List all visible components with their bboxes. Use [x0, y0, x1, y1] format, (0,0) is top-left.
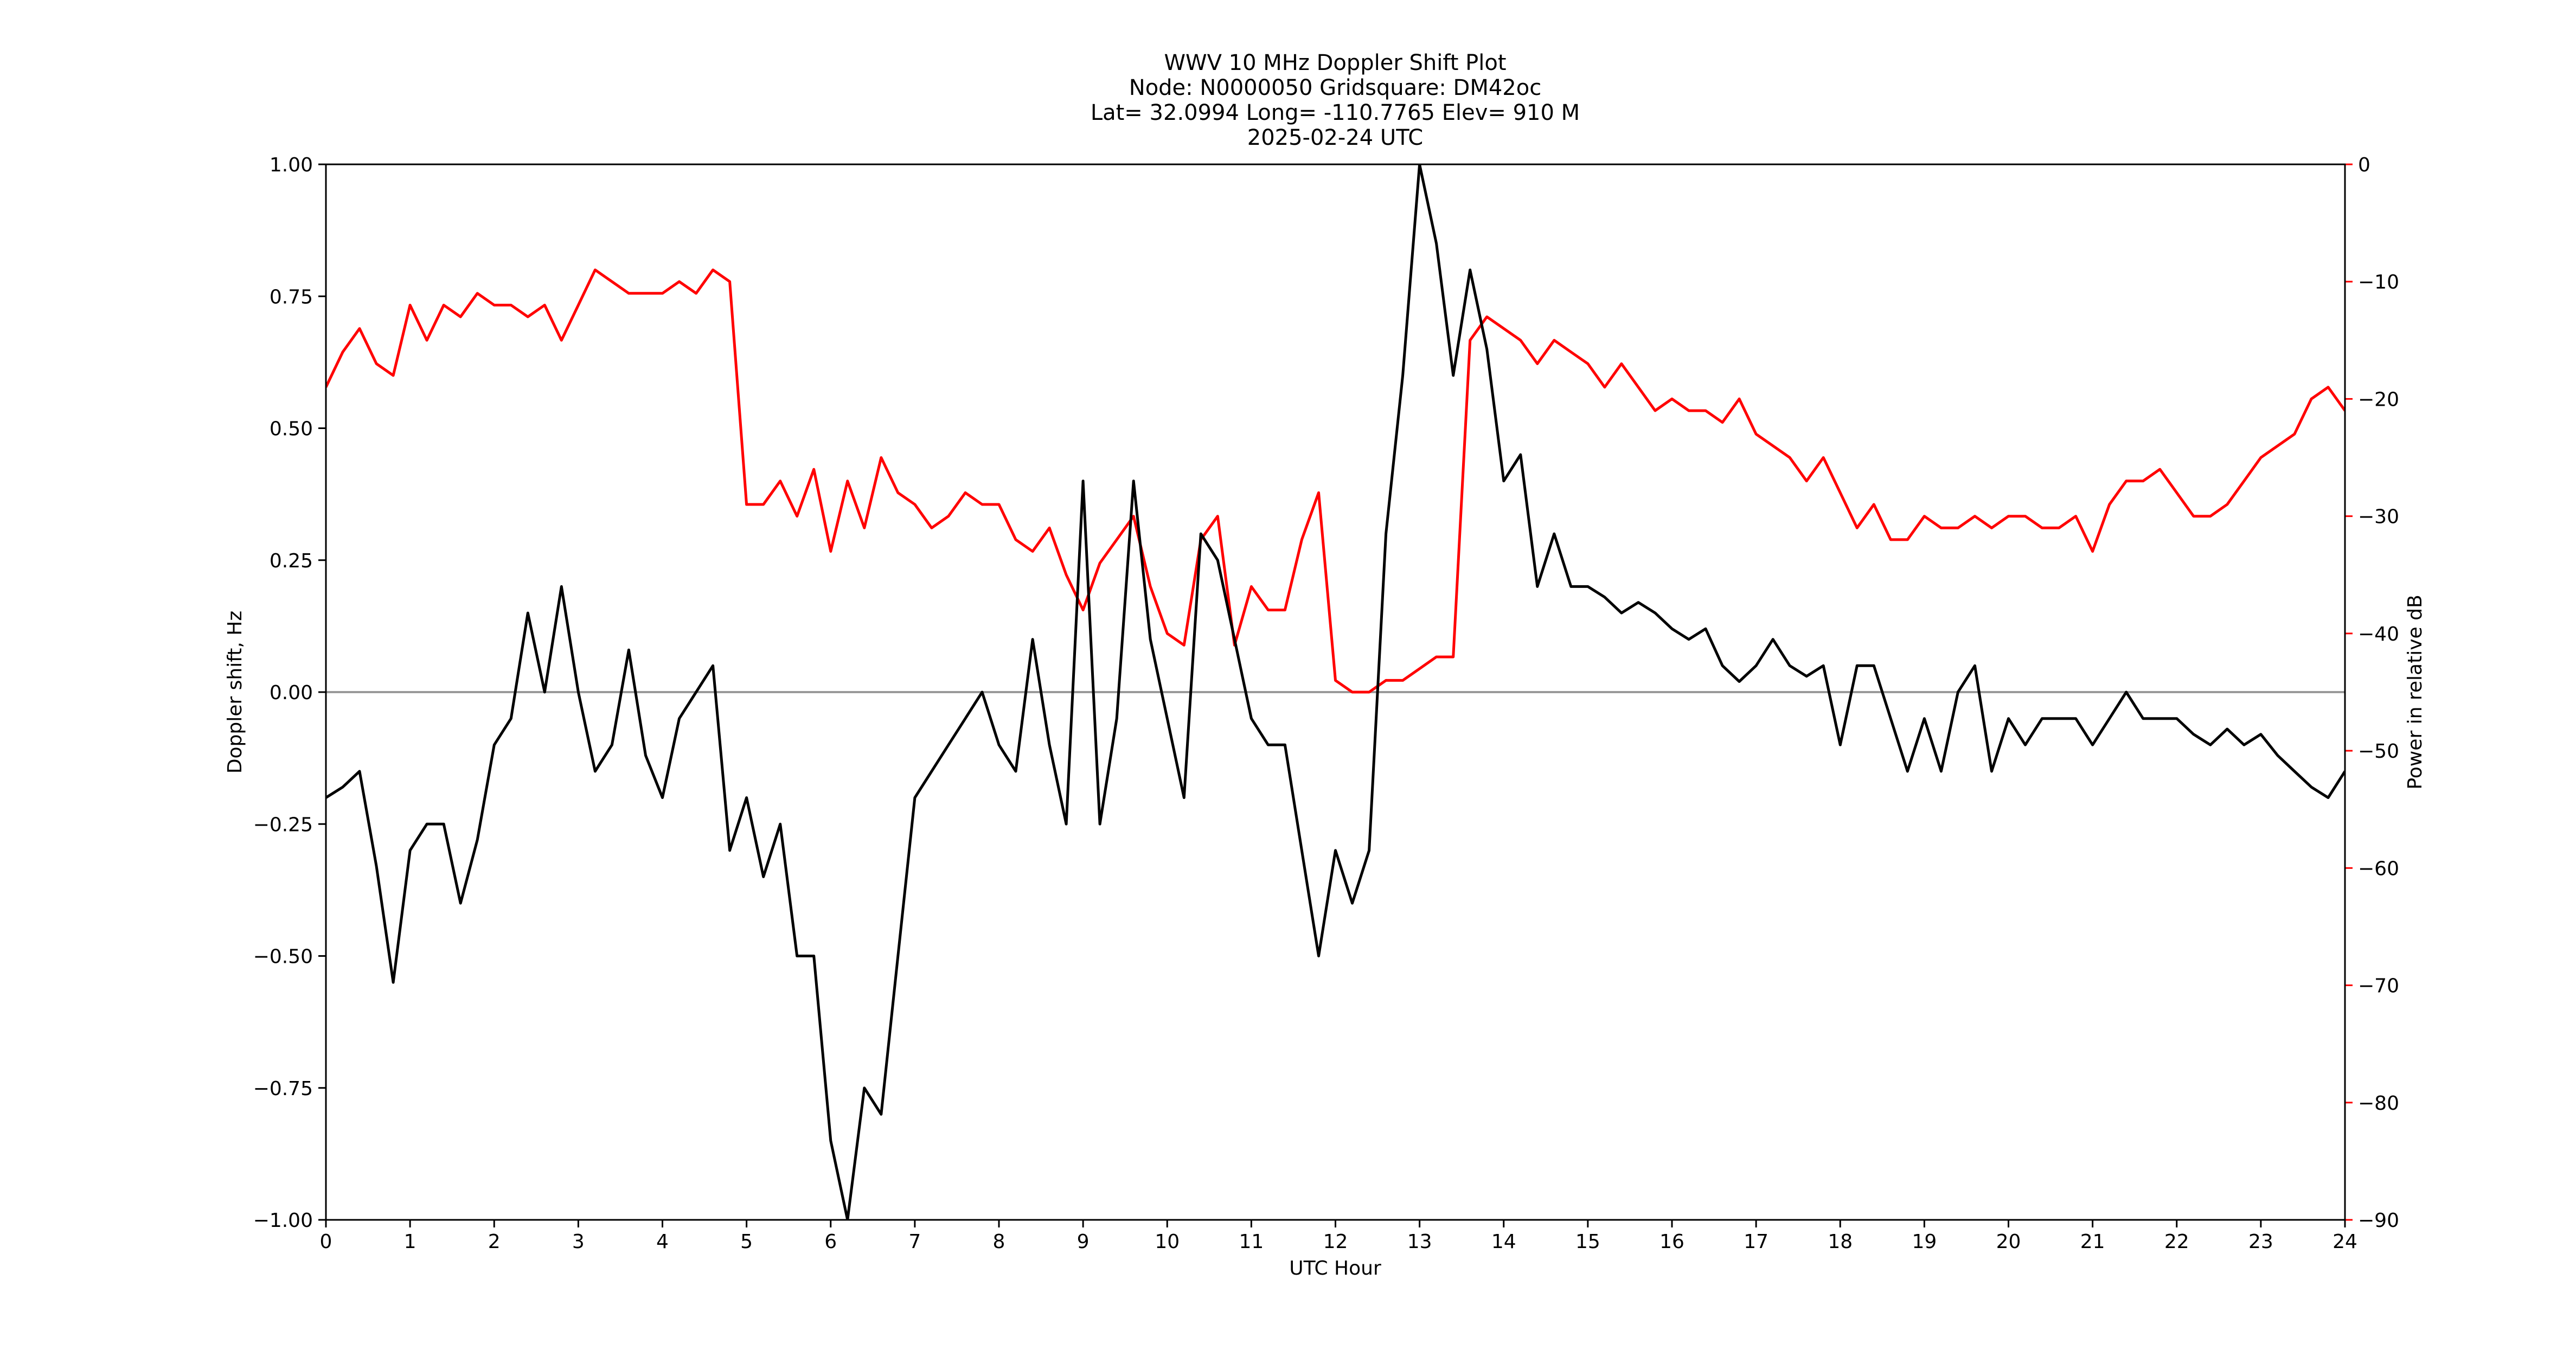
- x-tick-label: 15: [1575, 1231, 1600, 1253]
- x-tick-label: 0: [320, 1231, 332, 1253]
- x-tick-label: 7: [908, 1231, 921, 1253]
- y-tick-label: −0.75: [253, 1078, 313, 1100]
- y2-axis-label: Power in relative dB: [2404, 594, 2426, 789]
- x-tick-label: 2: [488, 1231, 501, 1253]
- x-tick-label: 21: [2080, 1231, 2105, 1253]
- x-tick-label: 9: [1077, 1231, 1090, 1253]
- chart-subtitle: Node: N0000050 Gridsquare: DM42oc: [1129, 75, 1541, 100]
- x-tick-label: 17: [1744, 1231, 1768, 1253]
- chart-title: WWV 10 MHz Doppler Shift Plot: [1164, 50, 1506, 75]
- x-tick-label: 18: [1828, 1231, 1853, 1253]
- y-tick-label: −0.50: [253, 946, 313, 968]
- y2-tick-label: −50: [2358, 740, 2399, 763]
- y2-tick-label: 0: [2358, 154, 2370, 176]
- chart-subtitle: Lat= 32.0994 Long= -110.7765 Elev= 910 M: [1091, 100, 1580, 125]
- x-tick-label: 10: [1155, 1231, 1180, 1253]
- y2-tick-label: −70: [2358, 975, 2399, 997]
- x-tick-label: 11: [1239, 1231, 1264, 1253]
- x-tick-label: 14: [1491, 1231, 1516, 1253]
- x-tick-label: 4: [656, 1231, 669, 1253]
- y2-tick-label: −30: [2358, 506, 2399, 528]
- x-tick-label: 5: [740, 1231, 753, 1253]
- plot-frame: [325, 163, 2346, 1221]
- x-tick-label: 12: [1323, 1231, 1348, 1253]
- y2-tick-label: −40: [2358, 623, 2399, 645]
- y2-tick-label: −60: [2358, 858, 2399, 880]
- x-tick-label: 3: [572, 1231, 585, 1253]
- x-tick-label: 20: [1996, 1231, 2021, 1253]
- series-line: [326, 268, 2345, 694]
- x-axis-label: UTC Hour: [1289, 1257, 1381, 1280]
- x-tick-label: 24: [2333, 1231, 2357, 1253]
- y2-tick-label: −80: [2358, 1092, 2399, 1115]
- series-line: [326, 164, 2345, 1220]
- y2-tick-label: −20: [2358, 388, 2399, 411]
- x-tick-label: 19: [1912, 1231, 1937, 1253]
- x-tick-label: 8: [993, 1231, 1005, 1253]
- x-tick-label: 6: [824, 1231, 837, 1253]
- y-axis-label: Doppler shift, Hz: [224, 611, 246, 773]
- x-tick-label: 16: [1659, 1231, 1684, 1253]
- y-tick-label: −0.25: [253, 814, 313, 836]
- x-tick-label: 23: [2248, 1231, 2273, 1253]
- x-tick-label: 1: [404, 1231, 416, 1253]
- x-tick-label: 22: [2164, 1231, 2189, 1253]
- y2-tick-label: −10: [2358, 271, 2399, 293]
- y-tick-label: 0.75: [270, 286, 313, 308]
- y-tick-label: 1.00: [270, 154, 313, 176]
- y-tick-label: −1.00: [253, 1210, 313, 1232]
- y2-tick-label: −90: [2358, 1210, 2399, 1232]
- y-tick-label: 0.00: [270, 682, 313, 704]
- y-tick-label: 0.25: [270, 550, 313, 572]
- y-tick-label: 0.50: [270, 418, 313, 440]
- chart-subtitle: 2025-02-24 UTC: [1247, 125, 1423, 150]
- x-tick-label: 13: [1407, 1231, 1432, 1253]
